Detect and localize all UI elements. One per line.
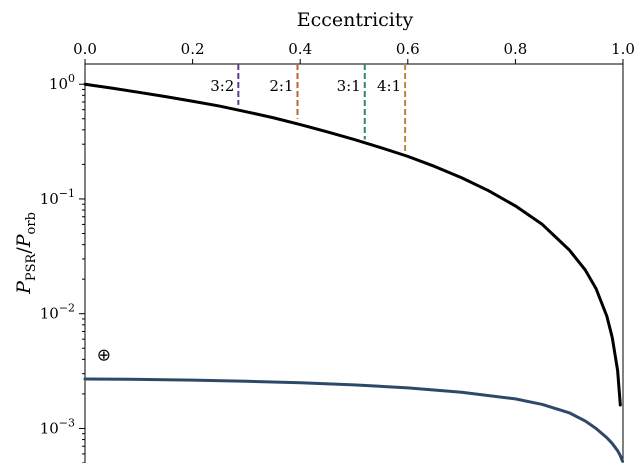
x-axis-title: Eccentricity (297, 9, 414, 31)
x-tick-label: 0.2 (181, 40, 205, 58)
y-tick-label: 10−1 (40, 187, 75, 208)
annotations: ⊕ (97, 346, 111, 366)
y-ticks: 100 10−1 10−2 10−3 (40, 72, 85, 463)
earth-symbol: ⊕ (97, 346, 111, 366)
x-tick-label: 0.0 (73, 40, 97, 58)
y-axis-title: PPSR/Porb (13, 212, 39, 295)
x-tick-label: 0.6 (396, 40, 420, 58)
x-tick-label: 0.4 (288, 40, 312, 58)
axes (84, 63, 624, 463)
series-lines (83, 82, 624, 463)
y-tick-label: 10−3 (40, 416, 75, 437)
resonance-label: 3:2 (210, 77, 234, 95)
resonance-label: 2:1 (269, 77, 293, 95)
x-ticks: 0.0 0.2 0.4 0.6 0.8 1.0 (73, 40, 635, 64)
resonance-label: 4:1 (377, 77, 401, 95)
x-tick-label: 1.0 (611, 40, 635, 58)
series-line-black (83, 82, 622, 407)
resonance-label: 3:1 (337, 77, 361, 95)
series-line-blue (83, 377, 624, 463)
resonance-lines: 3:2 2:1 3:1 4:1 (210, 64, 407, 154)
y-tick-label: 10−2 (40, 302, 75, 323)
y-tick-label: 100 (49, 72, 75, 93)
x-tick-label: 0.8 (503, 40, 527, 58)
